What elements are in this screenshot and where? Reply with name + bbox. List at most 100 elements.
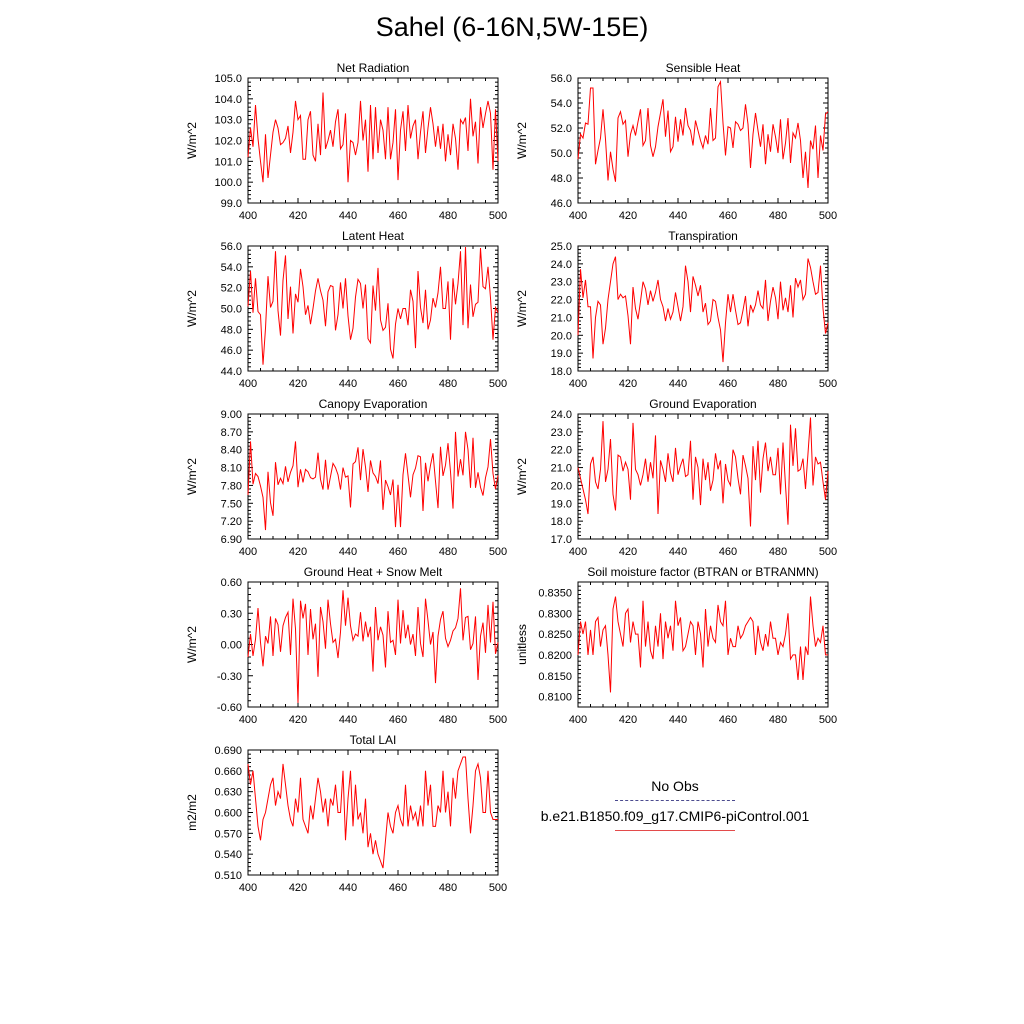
chart-soil-moisture-factor-btran-or-btranmn: Soil moisture factor (BTRAN or BTRANMN) 4… [515, 565, 837, 726]
y-tick-label: 24.0 [551, 259, 572, 271]
chart-total-lai: Total LAI 400 420 440 460 480 500 0.510 0.540 0.5… [185, 733, 507, 894]
y-tick-label: 18.0 [551, 366, 572, 378]
y-tick-label: 22.0 [551, 295, 572, 307]
plot-frame [247, 581, 499, 708]
chart-sensible-heat: Sensible Heat 400 420 440 460 480 500 46.0 48.0 5… [515, 61, 837, 222]
y-tick-label: 0.570 [214, 828, 242, 840]
chart-title: Soil moisture factor (BTRAN or BTRANMN) [587, 565, 818, 579]
y-tick-label: 23.0 [551, 277, 572, 289]
y-tick-label: 22.0 [551, 445, 572, 457]
series-line [247, 247, 499, 365]
y-tick-label: -0.60 [217, 702, 242, 714]
y-tick-label: 56.0 [221, 241, 242, 253]
legend-line-model [615, 830, 735, 831]
y-tick-label: 0.510 [214, 870, 242, 882]
x-tick-label: 500 [489, 378, 507, 390]
chart-title: Total LAI [350, 733, 397, 747]
y-tick-label: 46.0 [551, 198, 572, 210]
y-axis-label: W/m^2 [515, 122, 529, 159]
y-tick-label: 25.0 [551, 241, 572, 253]
x-tick-label: 400 [569, 210, 587, 222]
series-line [247, 588, 499, 703]
x-tick-label: 500 [819, 714, 837, 726]
chart-transpiration: Transpiration 400 420 440 460 480 500 18.0 19.0 2… [515, 229, 837, 390]
x-tick-label: 460 [719, 210, 737, 222]
y-tick-label: 100.0 [214, 177, 242, 189]
chart-title: Ground Heat + Snow Melt [304, 565, 443, 579]
x-tick-label: 420 [289, 546, 307, 558]
x-tick-label: 440 [669, 546, 687, 558]
y-tick-label: -0.30 [217, 671, 242, 683]
y-tick-label: 46.0 [221, 345, 242, 357]
y-tick-label: 99.0 [221, 198, 242, 210]
x-tick-label: 440 [339, 714, 357, 726]
plot-frame [247, 77, 499, 204]
y-tick-label: 0.30 [221, 608, 242, 620]
y-tick-label: 0.8150 [538, 671, 572, 683]
y-tick-label: 102.0 [214, 136, 242, 148]
y-tick-label: 6.90 [221, 534, 242, 546]
chart-title: Canopy Evaporation [319, 397, 428, 411]
x-tick-label: 460 [389, 378, 407, 390]
x-tick-label: 420 [619, 210, 637, 222]
y-tick-label: 8.40 [221, 445, 242, 457]
y-axis-label: W/m^2 [185, 458, 199, 495]
x-tick-label: 480 [769, 546, 787, 558]
x-tick-label: 480 [769, 714, 787, 726]
y-tick-label: 105.0 [214, 73, 242, 85]
x-tick-label: 400 [569, 378, 587, 390]
x-tick-label: 400 [239, 378, 257, 390]
x-tick-label: 420 [289, 378, 307, 390]
x-tick-label: 480 [439, 210, 457, 222]
chart-title: Sensible Heat [666, 61, 741, 75]
y-tick-label: 0.8350 [538, 587, 572, 599]
y-axis-label: unitless [515, 624, 529, 665]
x-tick-label: 440 [339, 378, 357, 390]
y-tick-label: 17.0 [551, 534, 572, 546]
y-tick-label: 104.0 [214, 94, 242, 106]
x-tick-label: 420 [289, 210, 307, 222]
x-tick-label: 400 [239, 546, 257, 558]
y-tick-label: 8.10 [221, 463, 242, 475]
x-tick-label: 420 [619, 714, 637, 726]
x-tick-label: 420 [619, 378, 637, 390]
x-tick-label: 500 [489, 714, 507, 726]
x-tick-label: 440 [339, 546, 357, 558]
y-axis-label: W/m^2 [515, 458, 529, 495]
series-line [577, 596, 828, 693]
x-tick-label: 460 [719, 378, 737, 390]
x-tick-label: 480 [439, 714, 457, 726]
y-tick-label: 101.0 [214, 156, 242, 168]
y-tick-label: 21.0 [551, 312, 572, 324]
y-axis-label: W/m^2 [185, 626, 199, 663]
x-tick-label: 420 [619, 546, 637, 558]
x-tick-label: 460 [389, 882, 407, 894]
y-tick-label: 0.60 [221, 577, 242, 589]
y-tick-label: 21.0 [551, 463, 572, 475]
plot-frame [247, 749, 499, 876]
x-tick-label: 500 [489, 546, 507, 558]
y-tick-label: 0.660 [214, 766, 242, 778]
x-tick-label: 420 [289, 882, 307, 894]
y-tick-label: 0.600 [214, 808, 242, 820]
x-tick-label: 400 [239, 714, 257, 726]
y-tick-label: 8.70 [221, 427, 242, 439]
page-title: Sahel (6-16N,5W-15E) [375, 12, 649, 42]
x-tick-label: 500 [489, 210, 507, 222]
y-tick-label: 0.8100 [538, 692, 572, 704]
y-tick-label: 20.0 [551, 330, 572, 342]
y-tick-label: 18.0 [551, 516, 572, 528]
x-tick-label: 480 [439, 882, 457, 894]
x-tick-label: 460 [719, 546, 737, 558]
chart-title: Latent Heat [342, 229, 405, 243]
legend-label-no-obs: No Obs [651, 778, 699, 794]
x-tick-label: 480 [769, 378, 787, 390]
x-tick-label: 480 [439, 546, 457, 558]
y-tick-label: 7.80 [221, 480, 242, 492]
y-tick-label: 0.8200 [538, 650, 572, 662]
y-tick-label: 52.0 [221, 283, 242, 295]
chart-ground-evaporation: Ground Evaporation 400 420 440 460 480 500 17.0… [515, 397, 837, 558]
series-line [577, 256, 829, 363]
y-tick-label: 50.0 [551, 148, 572, 160]
y-tick-label: 56.0 [551, 73, 572, 85]
